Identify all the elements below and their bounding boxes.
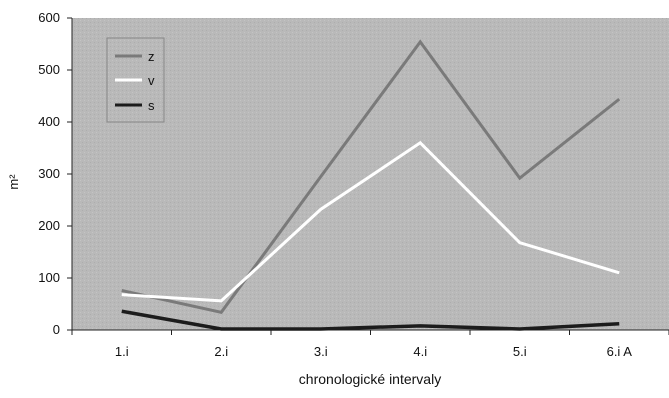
x-axis: 1.i 2.i 3.i 4.i 5.i 6.i A bbox=[71, 329, 669, 359]
x-tick-label: 2.i bbox=[214, 344, 228, 359]
legend-label-s: s bbox=[148, 98, 155, 113]
y-tick-label: 300 bbox=[38, 166, 60, 181]
y-axis: 0 100 200 300 400 500 600 bbox=[38, 10, 73, 337]
x-tick-label: 5.i bbox=[513, 344, 527, 359]
y-tick-label: 0 bbox=[53, 322, 60, 337]
x-tick-label: 1.i bbox=[115, 344, 129, 359]
x-tick-label: 3.i bbox=[314, 344, 328, 359]
y-tick-label: 200 bbox=[38, 218, 60, 233]
y-tick-label: 100 bbox=[38, 270, 60, 285]
x-axis-title: chronologické intervaly bbox=[299, 371, 441, 387]
x-tick-label: 4.i bbox=[413, 344, 427, 359]
series-line-s bbox=[121, 309, 620, 331]
series-layer bbox=[121, 39, 621, 331]
plot-area bbox=[72, 18, 669, 330]
legend-label-z: z bbox=[148, 49, 155, 64]
y-tick-label: 600 bbox=[38, 10, 60, 25]
x-tick-label: 6.i A bbox=[607, 344, 633, 359]
y-tick-label: 500 bbox=[38, 62, 60, 77]
y-axis-title: m² bbox=[6, 174, 21, 190]
series-line-v bbox=[121, 140, 620, 303]
y-tick-label: 400 bbox=[38, 114, 60, 129]
legend-label-v: v bbox=[148, 73, 155, 88]
legend: zvs bbox=[106, 37, 165, 123]
series-line-z bbox=[121, 39, 621, 314]
